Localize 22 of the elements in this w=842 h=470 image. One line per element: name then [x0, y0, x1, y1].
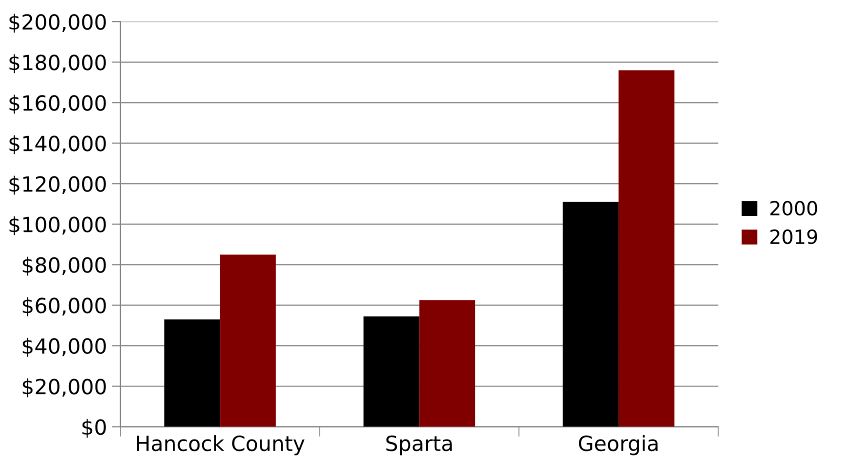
legend-label: 2000 — [770, 200, 818, 216]
y-tick-label: $0 — [82, 418, 106, 438]
x-tick-label: Sparta — [386, 435, 452, 456]
bar — [618, 70, 674, 427]
bar — [419, 300, 476, 427]
legend-label: 2019 — [770, 229, 818, 244]
y-tick-label: $140,000 — [10, 135, 106, 154]
y-tick-label: $100,000 — [10, 216, 106, 236]
y-tick-label: $60,000 — [22, 297, 106, 316]
y-tick-label: $80,000 — [22, 256, 106, 276]
bar — [364, 316, 420, 427]
y-tick-label: $120,000 — [10, 176, 106, 195]
x-tick-label: Georgia — [578, 435, 658, 456]
y-tick-label: $200,000 — [10, 14, 106, 33]
y-tick-label: $40,000 — [22, 338, 106, 357]
bar — [562, 202, 619, 427]
x-tick-label: Hancock County — [136, 435, 305, 456]
y-tick-label: $160,000 — [10, 94, 106, 114]
y-tick-label: $20,000 — [22, 378, 106, 398]
y-tick-label: $180,000 — [10, 54, 106, 74]
bar — [220, 254, 276, 427]
bar — [164, 319, 220, 427]
